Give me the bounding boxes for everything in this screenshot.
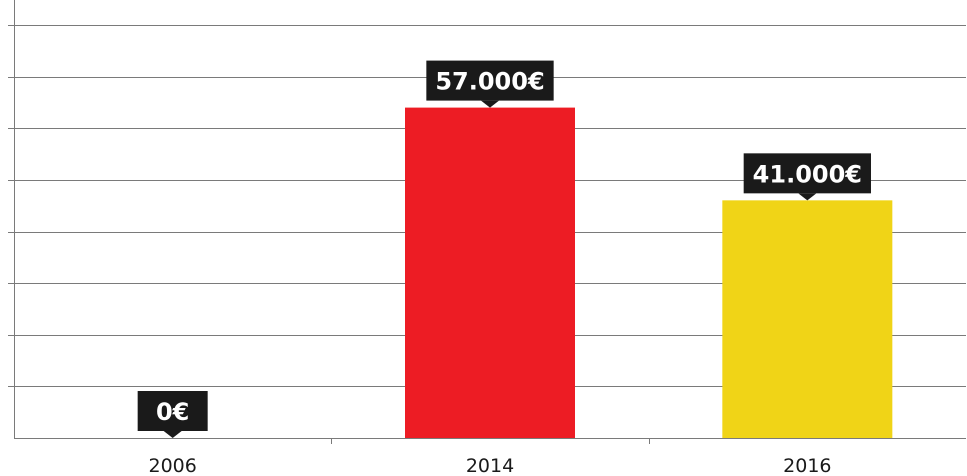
- data-label-2014: 57.000€: [435, 68, 544, 96]
- data-label-box: [137, 391, 208, 431]
- data-label-box: [426, 60, 554, 101]
- bar-2014: [405, 107, 575, 438]
- data-label-pointer: [163, 431, 182, 438]
- axes: [14, 0, 966, 444]
- data-label-2016: 41.000€: [753, 160, 862, 188]
- data-label-pointer: [481, 100, 499, 108]
- x-tick-label: 2016: [783, 455, 831, 476]
- data-labels: 0€ 57.000€ 41.000€: [137, 60, 871, 438]
- data-label-pointer: [798, 193, 817, 201]
- data-label-box: [743, 153, 871, 194]
- data-label-2006: 0€: [156, 398, 189, 426]
- x-tick-label: 2006: [148, 455, 196, 476]
- x-tick-labels: 2006 2014 2016: [148, 455, 831, 476]
- x-tick-label: 2014: [466, 455, 514, 476]
- bars: [405, 107, 893, 438]
- bar-2016: [722, 200, 893, 438]
